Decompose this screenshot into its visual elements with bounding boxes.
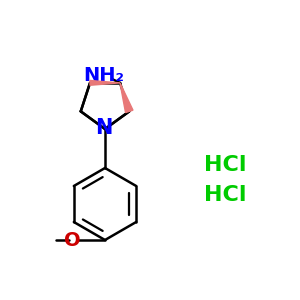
Text: NH₂: NH₂ [83, 66, 124, 85]
Text: HCl: HCl [204, 185, 246, 205]
Polygon shape [120, 83, 133, 112]
Polygon shape [90, 80, 120, 85]
Text: O: O [64, 230, 81, 250]
Text: N: N [95, 118, 112, 137]
Text: HCl: HCl [204, 155, 246, 175]
